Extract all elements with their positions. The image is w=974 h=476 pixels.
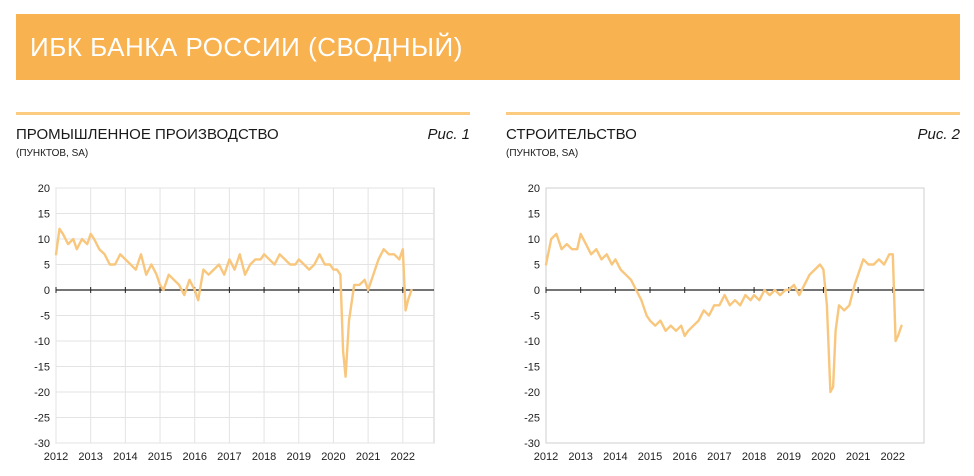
figure-number: Рис. 2 [917,126,960,143]
x-tick-label: 2022 [881,451,905,463]
y-tick-label: 0 [534,285,540,297]
x-tick-label: 2012 [534,451,558,463]
y-tick-label: 5 [44,260,50,272]
y-tick-label: 5 [534,260,540,272]
x-tick-label: 2018 [742,451,766,463]
x-tick-label: 2021 [846,451,870,463]
figure-number: Рис. 1 [427,126,470,143]
x-tick-label: 2015 [148,451,172,463]
x-tick-label: 2012 [44,451,68,463]
y-tick-label: -5 [40,311,50,323]
x-tick-label: 2016 [182,451,206,463]
series-line [54,227,413,378]
y-tick-label: 20 [38,183,50,195]
y-tick-label: -10 [34,336,50,348]
y-tick-label: -20 [524,387,540,399]
x-tick-label: 2013 [78,451,102,463]
y-tick-label: 10 [528,234,540,246]
chart-panel-industry: ПРОМЫШЛЕННОЕ ПРОИЗВОДСТВО (ПУНКТОВ, SA) … [16,112,472,476]
y-tick-label: -30 [34,438,50,450]
chart-panel-construction: СТРОИТЕЛЬСТВО (ПУНКТОВ, SA) Рис. 2 20 15 1… [506,112,962,476]
chart-title: ПРОМЫШЛЕННОЕ ПРОИЗВОДСТВО [16,126,279,143]
chart-subtitle: (ПУНКТОВ, SA) [16,148,89,159]
panel-divider [506,112,960,115]
x-tick-label: 2022 [391,451,415,463]
y-tick-label: 15 [38,209,50,221]
series-line [544,232,903,394]
x-tick-label: 2015 [638,451,662,463]
x-tick-label: 2014 [113,451,137,463]
x-tick-label: 2018 [252,451,276,463]
x-tick-label: 2019 [287,451,311,463]
plot-area-frame [545,187,925,444]
chart-subtitle: (ПУНКТОВ, SA) [506,148,579,159]
y-tick-label: -15 [34,362,50,374]
y-tick-label: 15 [528,209,540,221]
y-tick-label: -15 [524,362,540,374]
x-tick-label: 2016 [672,451,696,463]
y-tick-label: -20 [34,387,50,399]
y-tick-label: -25 [524,413,540,425]
x-tick-label: 2017 [707,451,731,463]
chart-title: СТРОИТЕЛЬСТВО [506,126,637,143]
x-tick-label: 2021 [356,451,380,463]
x-tick-label: 2013 [568,451,592,463]
x-tick-label: 2014 [603,451,627,463]
x-tick-label: 2017 [217,451,241,463]
y-tick-label: 20 [528,183,540,195]
y-tick-label: -5 [530,311,540,323]
x-tick-label: 2020 [811,451,835,463]
x-tick-label: 2020 [321,451,345,463]
x-tick-label: 2019 [777,451,801,463]
y-tick-label: -10 [524,336,540,348]
section-title: ИБК БАНКА РОССИИ (СВОДНЫЙ) [30,32,463,62]
section-banner: ИБК БАНКА РОССИИ (СВОДНЫЙ) [16,14,960,80]
y-tick-label: -30 [524,438,540,450]
y-tick-label: 10 [38,234,50,246]
panel-divider [16,112,470,115]
y-tick-label: -25 [34,413,50,425]
y-tick-label: 0 [44,285,50,297]
